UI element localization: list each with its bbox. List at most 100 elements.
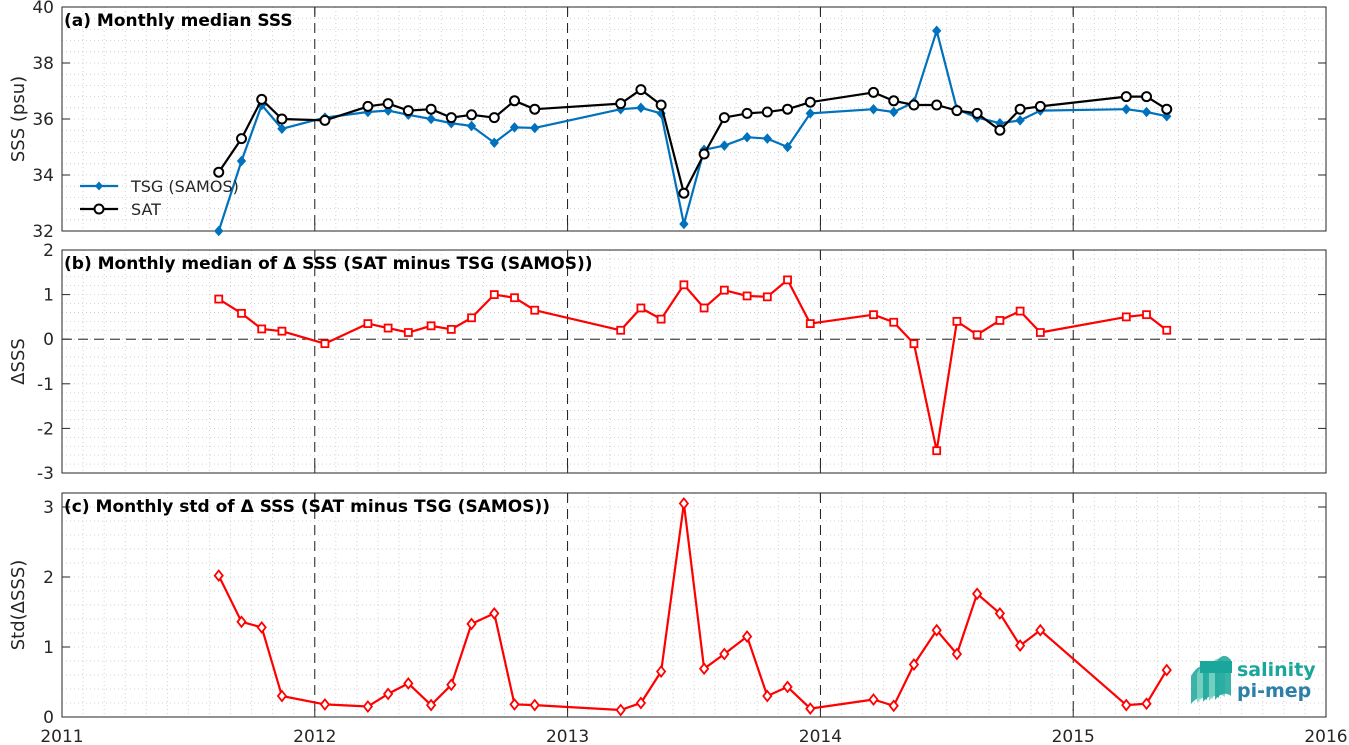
data-point xyxy=(213,166,225,178)
data-point xyxy=(699,303,709,313)
data-point xyxy=(1015,115,1025,126)
x-tick-label: 2012 xyxy=(293,727,336,745)
logo-text: pi-mep xyxy=(1237,680,1311,702)
data-point xyxy=(467,313,476,323)
data-point xyxy=(466,120,477,132)
data-point xyxy=(256,93,268,105)
x-tick-label: 2011 xyxy=(40,727,83,745)
data-point xyxy=(1121,698,1132,712)
panel-c: 0 1 2 3 2011 2012 2013 2014 2015 2016 Std(ΔSSS) (c)… xyxy=(8,492,1348,745)
data-point xyxy=(698,148,710,160)
data-point xyxy=(951,105,963,117)
data-point xyxy=(971,107,983,119)
legend-label: SAT xyxy=(131,200,161,219)
data-point xyxy=(994,124,1006,136)
grid xyxy=(62,492,1326,718)
data-point xyxy=(908,99,920,111)
data-point xyxy=(276,113,288,125)
data-point xyxy=(362,100,374,112)
panel-title: (c) Monthly std of Δ SSS (SAT minus TSG … xyxy=(64,497,550,517)
data-point xyxy=(383,323,393,333)
data-point xyxy=(951,647,963,661)
data-point xyxy=(320,339,330,349)
data-point xyxy=(1161,103,1173,115)
data-point xyxy=(510,293,519,303)
data-point xyxy=(636,303,646,313)
y-axis-label: Std(ΔSSS) xyxy=(8,560,29,651)
y-tick-label: 2 xyxy=(43,241,54,261)
data-point xyxy=(1035,623,1046,637)
data-point xyxy=(1141,91,1153,103)
data-point xyxy=(445,112,457,124)
series-tsg-samos- xyxy=(214,25,1172,237)
y-tick-label: 0 xyxy=(43,708,54,728)
data-point xyxy=(256,620,267,634)
data-point xyxy=(529,103,541,115)
data-point xyxy=(426,113,436,125)
data-point xyxy=(971,587,983,601)
data-point xyxy=(489,290,499,300)
data-point xyxy=(719,140,730,151)
data-point xyxy=(446,678,457,692)
data-point xyxy=(403,676,414,690)
y-tick-label: 34 xyxy=(32,166,54,186)
x-tick-label: 2015 xyxy=(1052,727,1095,745)
data-point xyxy=(889,317,899,327)
x-tick-label: 2013 xyxy=(546,727,589,745)
series-delta-sss xyxy=(214,275,1172,456)
data-point xyxy=(952,316,962,326)
data-point xyxy=(889,106,899,118)
data-point xyxy=(742,131,752,143)
y-tick-label: -3 xyxy=(37,464,54,484)
data-point xyxy=(678,497,690,510)
y-tick-label: 40 xyxy=(32,0,54,18)
data-point xyxy=(382,687,394,701)
logo-text: salinity xyxy=(1237,659,1316,681)
legend-marker xyxy=(95,181,103,191)
panel-a: 32 34 36 38 40 SSS (psu) (a) Monthly median SS… xyxy=(8,0,1327,242)
data-point xyxy=(932,25,942,37)
y-tick-label: -1 xyxy=(37,375,54,395)
data-point xyxy=(1014,639,1026,653)
data-point xyxy=(741,630,753,643)
data-point xyxy=(1014,103,1026,115)
grid xyxy=(62,249,1326,474)
x-tick-label: 2016 xyxy=(1304,727,1347,745)
data-point xyxy=(655,665,667,678)
data-point xyxy=(489,606,500,620)
axes-box xyxy=(61,249,1327,474)
axes-box xyxy=(61,492,1327,718)
data-point xyxy=(762,689,773,703)
y-tick-label: -2 xyxy=(37,419,54,439)
data-point xyxy=(426,321,436,331)
series-line xyxy=(217,29,1167,232)
data-point xyxy=(319,114,331,126)
data-point xyxy=(509,697,520,711)
data-point xyxy=(888,95,900,107)
data-point xyxy=(1120,91,1132,103)
data-point xyxy=(403,328,413,337)
x-tick-label: 2014 xyxy=(799,727,842,745)
data-point xyxy=(635,84,647,96)
data-point xyxy=(782,141,793,153)
data-point xyxy=(679,218,689,230)
data-point xyxy=(867,86,879,98)
data-point xyxy=(425,103,437,115)
data-point xyxy=(868,693,879,706)
data-point xyxy=(466,617,477,631)
data-point xyxy=(237,308,246,318)
data-point xyxy=(994,606,1006,620)
data-point xyxy=(761,106,773,118)
data-point xyxy=(236,615,247,629)
data-point xyxy=(888,699,899,713)
legend: TSG (SAMOS) SAT xyxy=(80,177,239,219)
data-point xyxy=(363,319,373,328)
data-point xyxy=(425,698,437,712)
data-point xyxy=(908,658,920,671)
data-point xyxy=(931,623,942,637)
data-point xyxy=(805,702,816,716)
data-point xyxy=(530,305,540,315)
data-point xyxy=(277,326,287,336)
legend-label: TSG (SAMOS) xyxy=(130,177,239,196)
